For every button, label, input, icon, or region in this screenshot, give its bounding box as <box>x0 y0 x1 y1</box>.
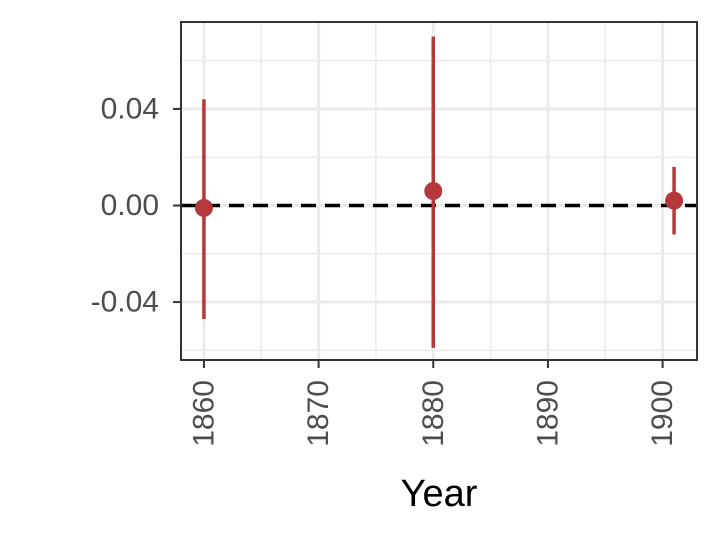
y-axis: -0.04 0.00 0.04 <box>91 92 181 319</box>
x-tick-label: 1880 <box>417 380 450 447</box>
minor-gridlines <box>181 22 697 360</box>
x-tick-label: 1890 <box>531 380 564 447</box>
panel-border <box>180 21 698 361</box>
x-tick-label: 1860 <box>187 380 220 447</box>
data-point <box>194 198 213 217</box>
y-tick-label: 0.00 <box>101 189 159 222</box>
x-tick-label: 1900 <box>646 380 679 447</box>
y-tick-label: -0.04 <box>91 286 159 319</box>
x-axis-title: Year <box>401 473 478 515</box>
x-tick-label: 1870 <box>302 380 335 447</box>
data-point <box>424 182 443 200</box>
data-marks <box>194 36 684 348</box>
x-axis: 1860 1870 1880 1890 1900 <box>187 360 679 447</box>
data-point <box>665 191 684 210</box>
y-tick-label: 0.04 <box>101 92 159 125</box>
